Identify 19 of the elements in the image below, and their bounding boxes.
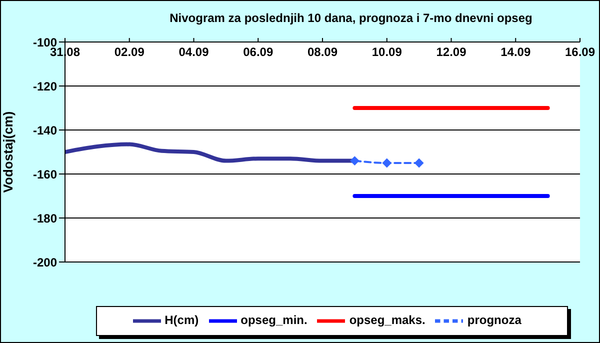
legend-label: opseg_min. <box>240 313 308 328</box>
x-tick-label: 14.09 <box>500 45 531 59</box>
x-tick-label: 10.09 <box>372 45 402 59</box>
x-tick-label: 04.09 <box>178 45 210 59</box>
x-tick-label: 02.09 <box>114 45 145 59</box>
legend-label: opseg_maks. <box>349 313 426 328</box>
y-tick-label: -120 <box>32 79 58 94</box>
y-axis-title: Vodostaj(cm) <box>0 111 16 193</box>
y-tick-label: -160 <box>32 167 58 182</box>
legend-label: prognoza <box>467 313 522 328</box>
chart-title: Nivogram za poslednjih 10 dana, prognoza i 7-mo dnevni opseg <box>168 11 534 25</box>
x-tick-label: 08.09 <box>307 45 338 59</box>
legend-label: H(cm) <box>164 313 199 328</box>
y-tick-label: -200 <box>32 255 58 270</box>
x-tick-label: 06.09 <box>243 45 274 59</box>
y-tick-label: -180 <box>32 211 58 226</box>
x-tick-label: 16.09 <box>564 45 596 59</box>
x-tick-label: 12.09 <box>436 45 467 59</box>
y-tick-label: -140 <box>32 123 58 138</box>
